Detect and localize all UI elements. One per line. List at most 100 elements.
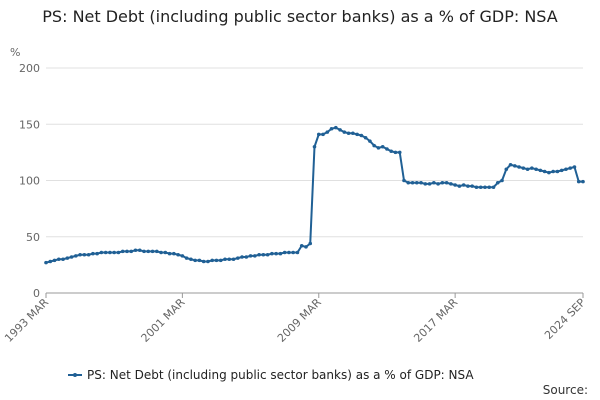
point — [346, 131, 351, 136]
point — [197, 258, 202, 263]
y-axis-label: % — [10, 46, 20, 59]
point — [172, 251, 176, 256]
point — [325, 130, 330, 134]
point — [513, 164, 517, 168]
point — [103, 250, 108, 255]
point — [517, 165, 521, 169]
point — [423, 182, 428, 186]
point — [291, 250, 295, 255]
point — [576, 179, 581, 184]
point — [440, 180, 445, 185]
y-tick-label: 200 — [19, 62, 40, 75]
point — [380, 144, 385, 149]
point — [223, 257, 227, 262]
point — [444, 180, 449, 185]
point — [410, 180, 415, 185]
point — [329, 126, 334, 131]
point — [521, 166, 526, 170]
y-tick-label: 50 — [26, 231, 40, 244]
point — [240, 255, 244, 259]
point — [534, 167, 538, 172]
point — [312, 144, 317, 149]
point — [206, 259, 210, 264]
point — [478, 185, 483, 190]
point — [572, 165, 577, 169]
point — [355, 132, 359, 137]
point — [359, 133, 364, 138]
point — [393, 150, 398, 155]
x-tick-label: 1993 MAR — [2, 296, 51, 345]
point — [385, 147, 389, 151]
point — [278, 251, 283, 256]
x-tick-label: 2009 MAR — [275, 296, 324, 345]
point — [581, 179, 585, 184]
point — [150, 249, 155, 254]
point — [167, 251, 172, 256]
point — [363, 135, 368, 140]
point — [78, 252, 82, 257]
point — [432, 180, 436, 185]
point — [564, 167, 568, 172]
point — [295, 250, 300, 255]
point — [304, 245, 308, 249]
point — [253, 254, 257, 258]
point — [487, 185, 492, 190]
point — [201, 259, 206, 264]
point — [568, 166, 573, 170]
point — [321, 132, 325, 137]
point — [495, 180, 500, 185]
point — [176, 252, 180, 257]
point — [210, 258, 215, 263]
point — [82, 252, 87, 257]
point — [538, 168, 543, 173]
point — [508, 162, 513, 167]
point — [466, 184, 470, 188]
point — [142, 249, 146, 254]
point — [56, 257, 61, 262]
point — [274, 251, 278, 256]
point — [397, 150, 402, 155]
point — [525, 167, 530, 172]
point — [270, 251, 274, 256]
point — [137, 248, 142, 253]
point — [155, 249, 159, 254]
point — [133, 248, 138, 253]
point — [227, 257, 232, 262]
point — [470, 184, 474, 188]
point — [61, 257, 65, 262]
point — [108, 250, 112, 255]
point — [99, 250, 104, 255]
point — [419, 180, 423, 185]
point — [86, 252, 91, 257]
point — [351, 131, 355, 136]
point — [52, 258, 57, 263]
point — [542, 169, 547, 174]
point — [376, 146, 381, 150]
point — [193, 258, 197, 263]
point — [372, 143, 376, 148]
point — [547, 170, 551, 175]
point — [146, 249, 151, 254]
point — [265, 252, 270, 257]
point — [474, 185, 479, 190]
legend-swatch-point — [73, 373, 77, 377]
point — [163, 250, 168, 255]
point — [261, 252, 266, 257]
point — [44, 260, 48, 265]
point — [218, 258, 223, 263]
source: Source: — [543, 383, 588, 397]
point — [530, 166, 534, 170]
point — [95, 251, 99, 256]
point — [500, 178, 504, 183]
point — [368, 139, 372, 143]
point — [244, 255, 249, 259]
point — [184, 256, 189, 260]
point — [159, 250, 163, 255]
point — [69, 255, 74, 259]
y-tick-label: 0 — [33, 287, 40, 300]
x-tick-label: 2001 MAR — [139, 296, 188, 345]
point — [180, 254, 185, 258]
chart-title: PS: Net Debt (including public sector ba… — [42, 7, 558, 26]
point — [48, 259, 53, 264]
